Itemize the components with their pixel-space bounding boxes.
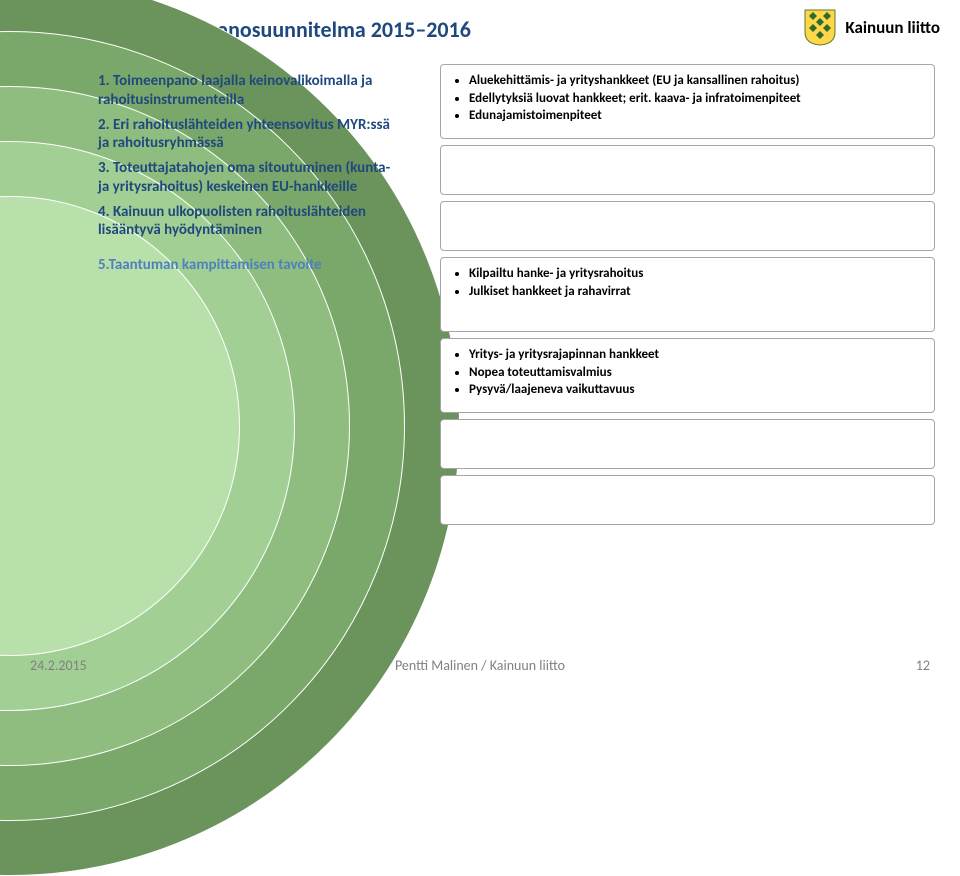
info-box xyxy=(440,145,935,195)
left-list-item: 2. Eri rahoituslähteiden yhteensovitus M… xyxy=(98,116,398,154)
bullet-item: Julkiset hankkeet ja rahavirrat xyxy=(469,283,924,301)
bullet-item: Pysyvä/laajeneva vaikuttavuus xyxy=(469,381,924,399)
bullet-item: Yritys- ja yritysrajapinnan hankkeet xyxy=(469,346,924,364)
bullet-item: Edellytyksiä luovat hankkeet; erit. kaav… xyxy=(469,90,924,108)
info-box: Aluekehittämis- ja yrityshankkeet (EU ja… xyxy=(440,64,935,139)
bullet-list: Yritys- ja yritysrajapinnan hankkeetNope… xyxy=(453,346,924,399)
info-box: Yritys- ja yritysrajapinnan hankkeetNope… xyxy=(440,338,935,413)
info-box xyxy=(440,419,935,469)
footer-author: Pentti Malinen / Kainuun liitto xyxy=(395,657,565,674)
left-list-item: 1. Toimeenpano laajalla keinovalikoimall… xyxy=(98,72,398,110)
logo-text: Kainuun liitto xyxy=(845,17,940,38)
footer-date: 24.2.2015 xyxy=(30,657,87,674)
bullet-list: Kilpailtu hanke- ja yritysrahoitusJulkis… xyxy=(453,265,924,300)
bullet-item: Aluekehittämis- ja yrityshankkeet (EU ja… xyxy=(469,72,924,90)
bullet-list: Aluekehittämis- ja yrityshankkeet (EU ja… xyxy=(453,72,924,125)
info-box xyxy=(440,475,935,525)
left-numbered-list: 1. Toimeenpano laajalla keinovalikoimall… xyxy=(98,72,398,281)
bullet-item: Nopea toteuttamisvalmius xyxy=(469,364,924,382)
left-goal-item: 5.Taantuman kampittamisen tavoite xyxy=(98,256,398,275)
info-box xyxy=(440,201,935,251)
logo: Kainuun liitto xyxy=(803,8,940,46)
right-boxes-column: Aluekehittämis- ja yrityshankkeet (EU ja… xyxy=(440,64,935,525)
shield-icon xyxy=(803,8,837,46)
left-list-item: 4. Kainuun ulkopuolisten rahoituslähteid… xyxy=(98,203,398,241)
info-box: Kilpailtu hanke- ja yritysrahoitusJulkis… xyxy=(440,257,935,332)
slide-footer: 24.2.2015 Pentti Malinen / Kainuun liitt… xyxy=(0,657,960,674)
main-content: 1. Toimeenpano laajalla keinovalikoimall… xyxy=(0,46,960,606)
left-list-item: 3. Toteuttajatahojen oma sitoutuminen (k… xyxy=(98,159,398,197)
footer-page-number: 12 xyxy=(916,657,930,674)
bullet-item: Kilpailtu hanke- ja yritysrahoitus xyxy=(469,265,924,283)
bullet-item: Edunajamistoimenpiteet xyxy=(469,107,924,125)
